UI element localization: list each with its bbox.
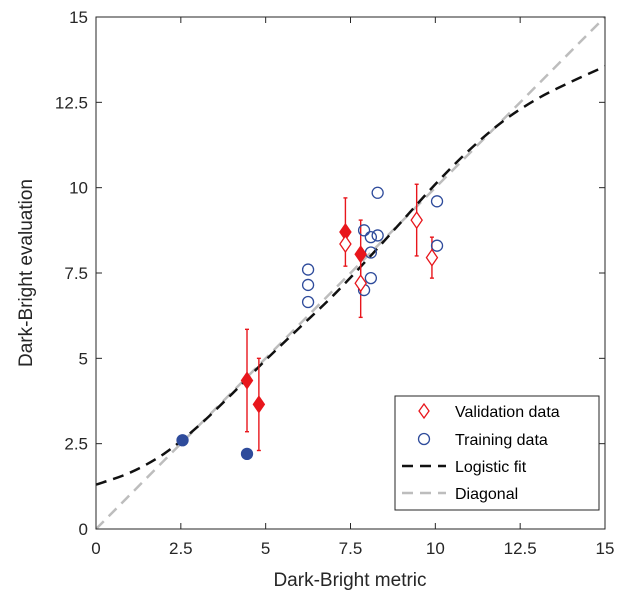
training-point [371, 186, 384, 199]
x-tick-label: 12.5 [504, 539, 537, 558]
training-points-layer [176, 186, 444, 461]
diagonal-layer [95, 16, 606, 530]
training-point-filled [176, 434, 189, 447]
validation-point-filled [240, 371, 254, 390]
y-axis-label: Dark-Bright evaluation [16, 179, 37, 367]
legend-diamond-icon [418, 402, 430, 420]
training-point [301, 295, 315, 309]
training-point [301, 278, 315, 292]
validation-point [354, 274, 367, 293]
y-tick-label: 12.5 [55, 93, 88, 112]
diagonal-line [95, 16, 606, 530]
legend-circle-icon [417, 432, 431, 446]
legend-label: Logistic fit [455, 459, 527, 476]
x-tick-label: 0 [91, 539, 100, 558]
y-tick-label: 10 [69, 179, 88, 198]
training-point [430, 239, 444, 252]
legend-box [394, 395, 600, 511]
validation-point-filled [252, 395, 266, 414]
validation-point [339, 234, 352, 254]
y-tick-label: 5 [79, 349, 88, 368]
x-tick-label: 10 [426, 539, 445, 558]
tick-layer: 0 2.5 5 7.5 10 12.5 15 0 2.5 5 7.5 10 12.5 15 [55, 8, 615, 558]
x-tick-label: 15 [596, 539, 615, 558]
x-tick-label: 5 [261, 539, 270, 558]
validation-point [425, 248, 439, 267]
validation-point [410, 210, 423, 230]
y-tick-label: 2.5 [64, 435, 88, 454]
training-point [364, 231, 378, 244]
y-tick-label: 0 [79, 520, 88, 539]
x-axis-label: Dark-Bright metric [273, 570, 426, 591]
x-tick-label: 2.5 [169, 539, 193, 558]
training-point [430, 195, 444, 208]
y-tick-label: 7.5 [64, 264, 88, 283]
training-point [357, 224, 371, 237]
legend-label: Diagonal [455, 486, 518, 503]
training-point [371, 229, 384, 242]
validation-points-layer [240, 210, 439, 414]
x-tick-label: 7.5 [339, 539, 363, 558]
training-point [364, 271, 378, 285]
validation-point-filled [354, 245, 367, 264]
legend: Validation data Training data Logistic fit… [394, 395, 600, 511]
legend-items: Validation data Training data Logistic fit… [402, 402, 560, 503]
y-tick-label: 15 [69, 8, 88, 27]
legend-label: Validation data [455, 404, 560, 421]
training-point [301, 263, 315, 276]
training-point-filled [240, 447, 254, 461]
legend-label: Training data [455, 432, 548, 449]
